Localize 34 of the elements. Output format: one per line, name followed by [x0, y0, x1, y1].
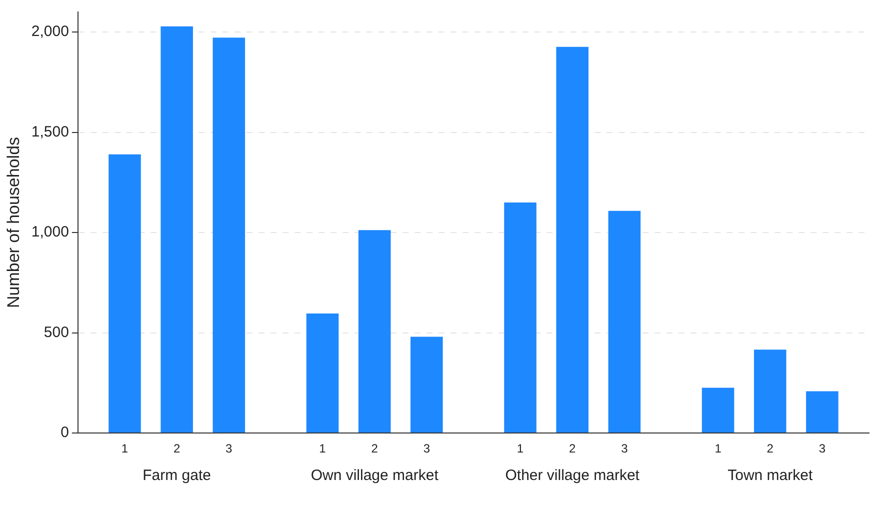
text: 2	[371, 441, 378, 456]
bar	[754, 350, 786, 432]
bar	[306, 314, 339, 432]
bar	[410, 336, 443, 432]
y-axis-title: Number of households	[4, 136, 23, 308]
text: 2	[766, 441, 774, 456]
text: 1	[714, 441, 722, 456]
x-tick-label: Other village market	[505, 467, 640, 484]
x-tick-label: Own village market	[310, 467, 440, 484]
text: 3	[621, 441, 628, 456]
series-label: 3	[226, 441, 233, 456]
bar	[556, 46, 588, 432]
text: 3	[818, 441, 826, 456]
bar	[358, 230, 391, 432]
bar	[160, 26, 193, 432]
bar	[608, 210, 641, 432]
series-label: 1	[121, 441, 128, 456]
y-tick-label: 500	[44, 324, 69, 341]
bar	[212, 38, 246, 432]
text: 2	[569, 441, 576, 456]
bar	[108, 154, 141, 432]
bar	[504, 202, 536, 432]
y-tick-label: 0	[60, 424, 69, 442]
y-tick-label: 2,000	[31, 23, 69, 40]
x-tick-label: Farm gate	[142, 467, 211, 484]
series-label: 2	[173, 441, 180, 456]
y-tick-label: 1,000	[31, 224, 69, 241]
bar	[806, 391, 838, 432]
text: 3	[423, 441, 430, 456]
bar	[702, 388, 734, 432]
text: 1	[319, 441, 326, 456]
text: 1	[516, 441, 524, 456]
x-tick-label: Town market	[728, 467, 814, 484]
y-tick-label: 1,500	[31, 123, 69, 140]
